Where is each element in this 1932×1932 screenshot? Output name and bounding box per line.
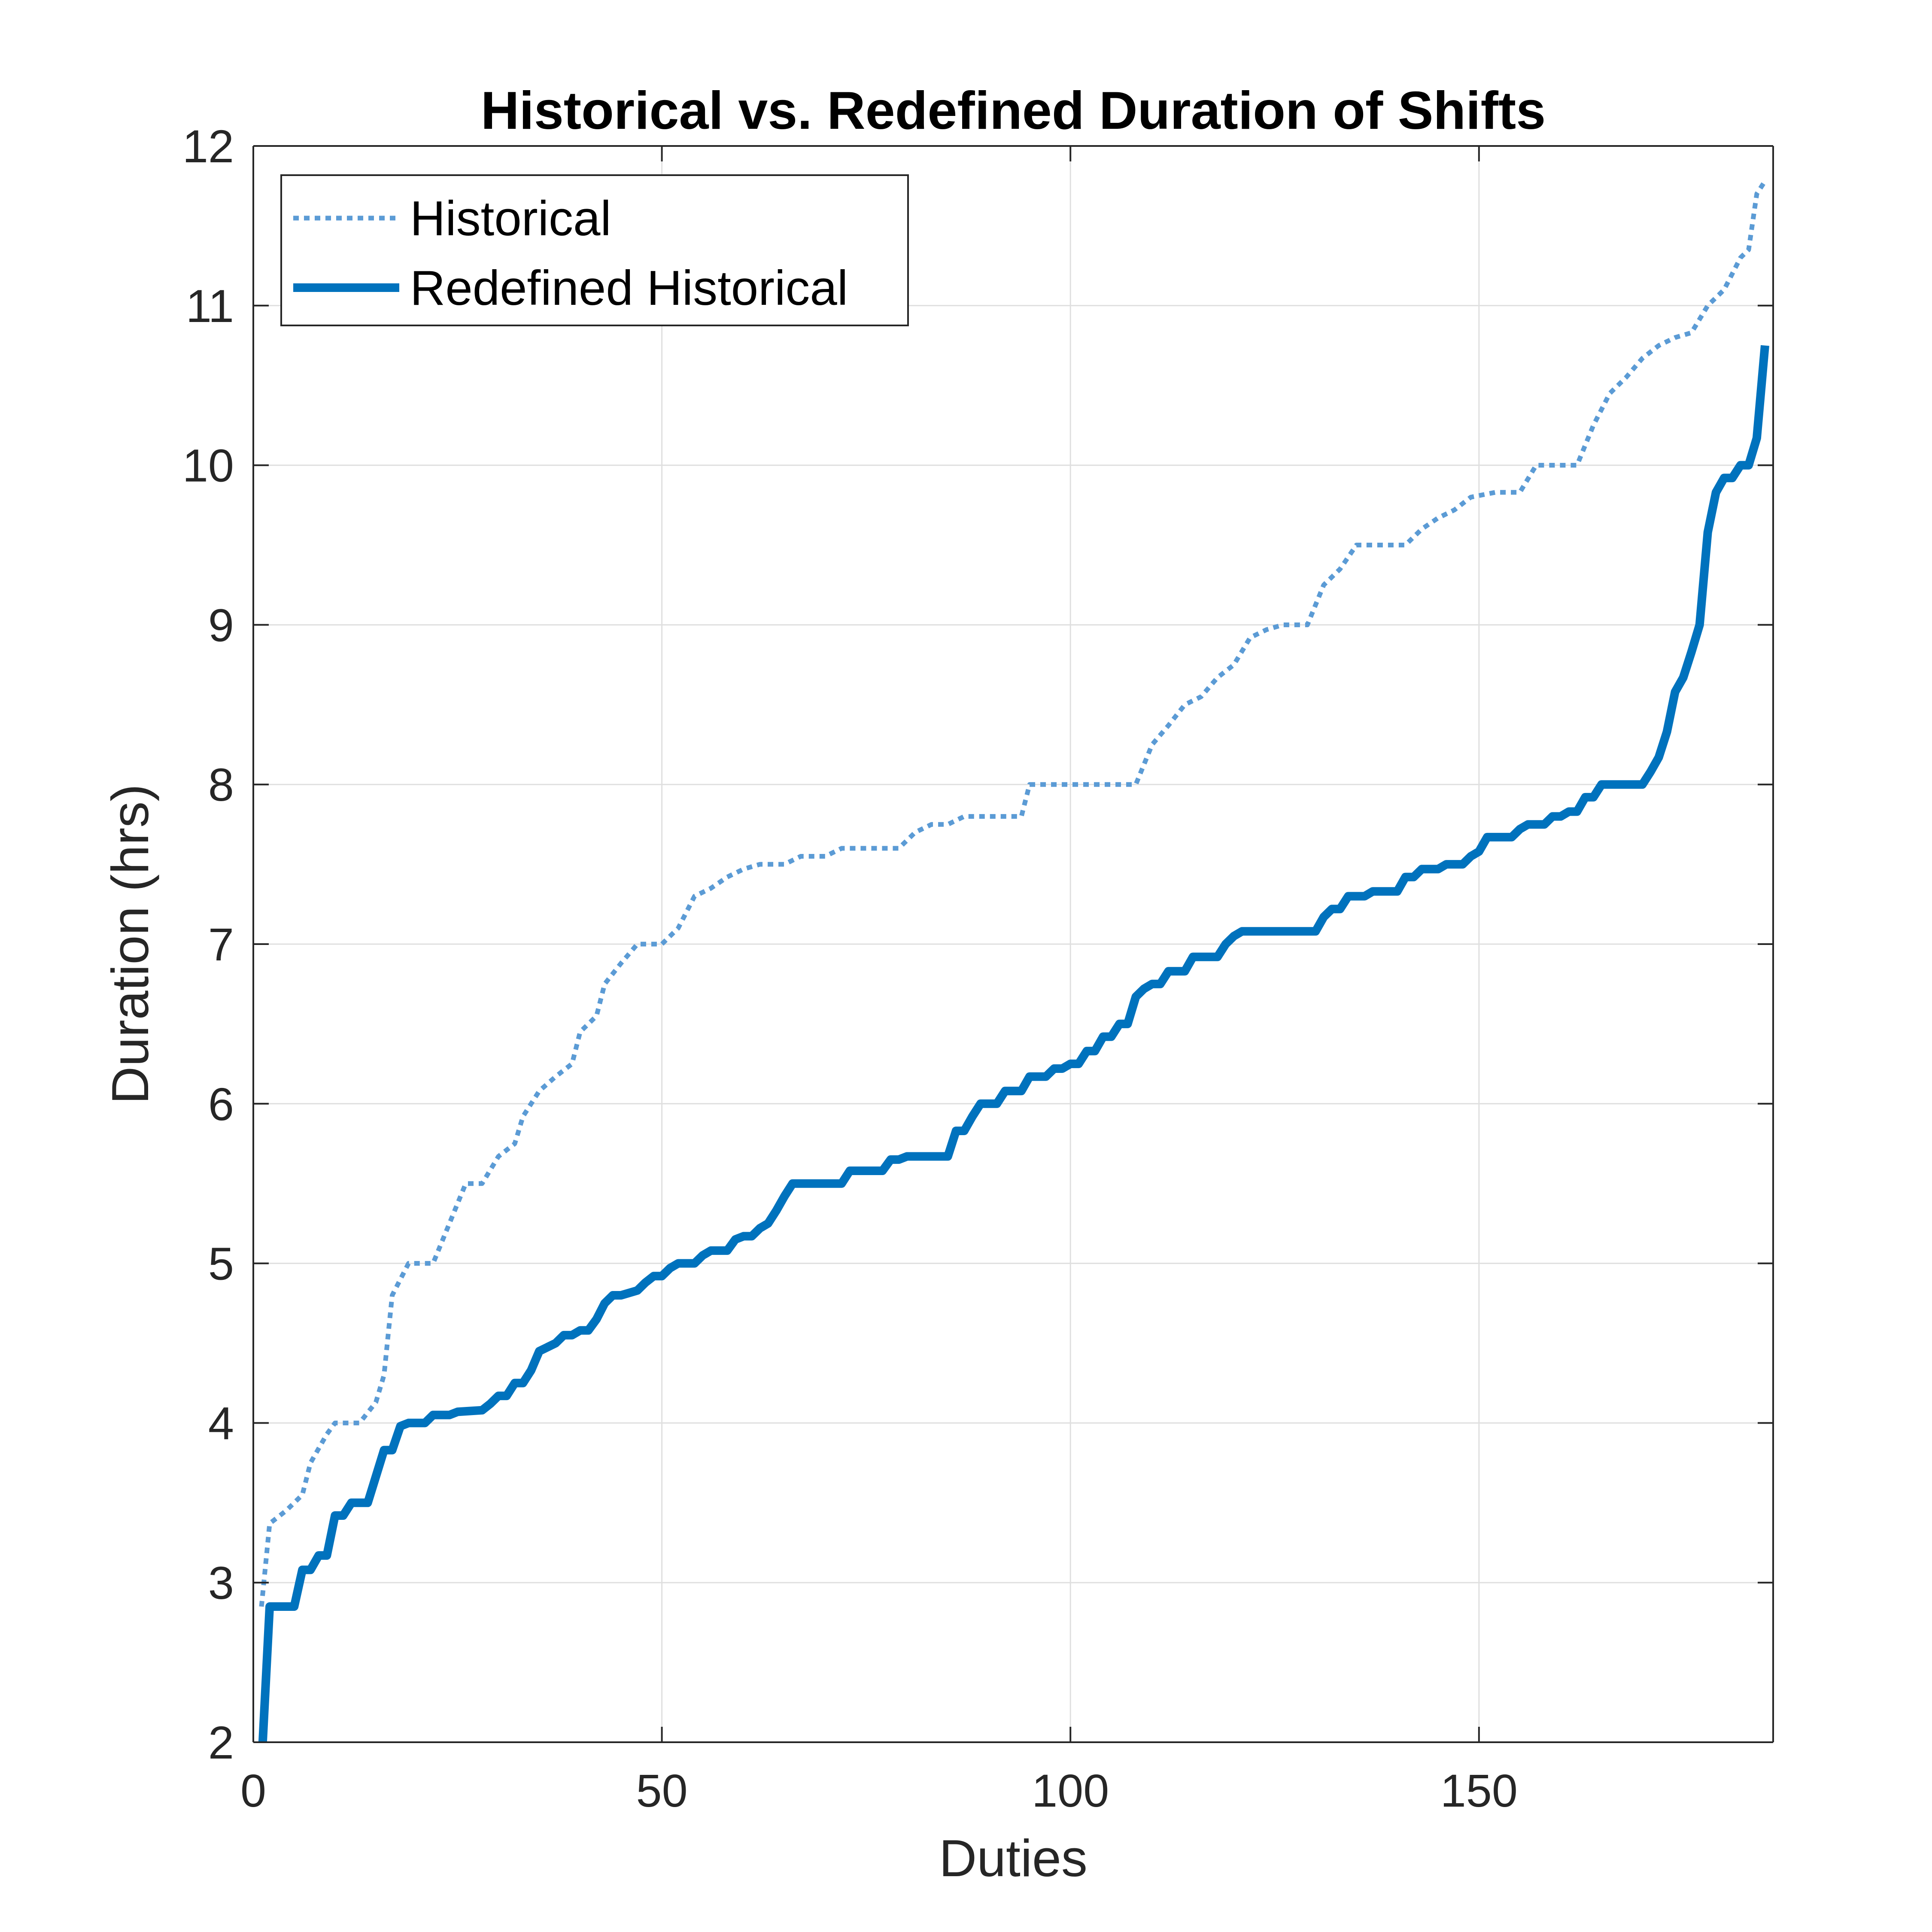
x-tick-label-50: 50: [636, 1765, 688, 1817]
ticks: 0 50 100 150 2 3 4 5 6 7 8 9 10 11 12: [182, 120, 1773, 1817]
legend-box: [280, 174, 909, 326]
y-tick-label-11: 11: [186, 280, 234, 332]
y-tick-label-10: 10: [182, 440, 234, 492]
grid: [253, 146, 1773, 1742]
x-axis-label: Duties: [939, 1829, 1088, 1887]
chart-title: Historical vs. Redefined Duration of Shi…: [481, 81, 1546, 140]
y-tick-label-8: 8: [208, 759, 234, 811]
legend: Historical Redefined Historical: [280, 174, 909, 326]
x-tick-label-100: 100: [1032, 1765, 1109, 1817]
series-line-redefined-historical: [258, 345, 1769, 1742]
y-tick-label-7: 7: [208, 918, 234, 970]
legend-label-redefined-historical: Redefined Historical: [410, 261, 848, 316]
y-tick-label-3: 3: [208, 1557, 234, 1609]
y-axis-label: Duration (hrs): [101, 784, 159, 1104]
series-group: [258, 179, 1769, 1742]
y-tick-label-9: 9: [208, 599, 234, 651]
y-tick-label-2: 2: [208, 1716, 234, 1768]
legend-label-historical: Historical: [410, 191, 611, 246]
y-tick-label-5: 5: [208, 1238, 234, 1290]
y-tick-label-4: 4: [208, 1397, 234, 1449]
x-tick-label-0: 0: [240, 1765, 266, 1817]
y-tick-label-12: 12: [182, 120, 234, 172]
series-line-historical: [259, 179, 1767, 1607]
y-tick-label-6: 6: [208, 1078, 234, 1130]
x-tick-label-150: 150: [1440, 1765, 1518, 1817]
